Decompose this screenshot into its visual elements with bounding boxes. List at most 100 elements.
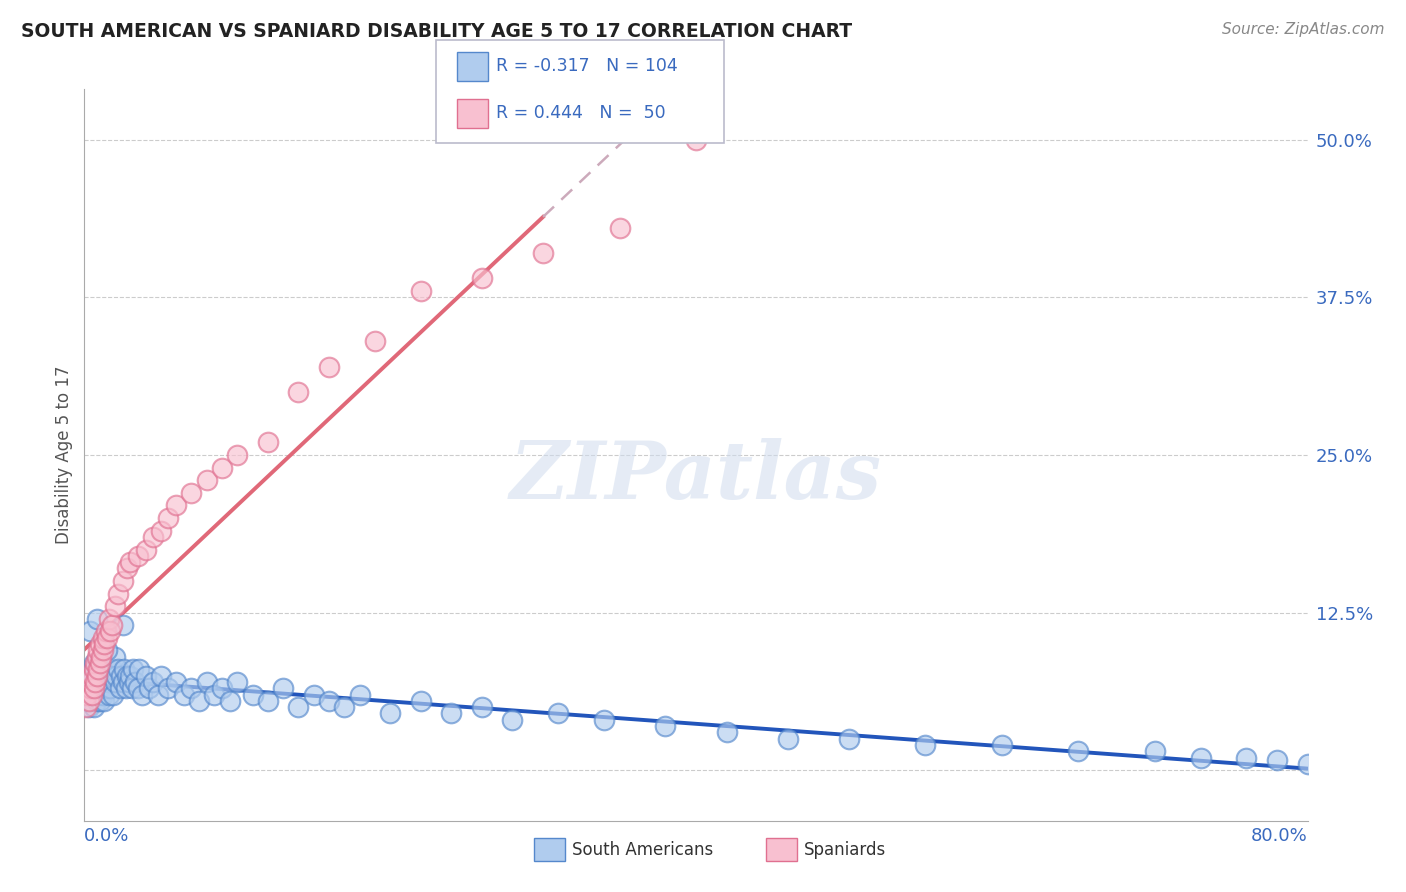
- Point: [364, 334, 387, 349]
- Point: [89, 656, 111, 670]
- Point: [96, 662, 118, 676]
- Y-axis label: Disability Age 5 to 17: Disability Age 5 to 17: [55, 366, 73, 544]
- Point: [318, 694, 340, 708]
- Point: [87, 688, 110, 702]
- Point: [76, 688, 98, 702]
- Point: [226, 674, 249, 689]
- Point: [98, 624, 121, 639]
- Point: [90, 674, 112, 689]
- Point: [547, 706, 569, 721]
- Point: [124, 674, 146, 689]
- Point: [114, 681, 136, 696]
- Point: [112, 662, 135, 676]
- Point: [111, 618, 134, 632]
- Point: [471, 700, 494, 714]
- Point: [79, 668, 101, 682]
- Point: [380, 706, 402, 721]
- Point: [91, 643, 114, 657]
- Point: [86, 612, 108, 626]
- Point: [111, 574, 134, 588]
- Point: [202, 688, 225, 702]
- Point: [90, 649, 112, 664]
- Point: [80, 694, 103, 708]
- Point: [142, 530, 165, 544]
- Point: [89, 637, 111, 651]
- Point: [471, 271, 494, 285]
- Point: [1189, 750, 1212, 764]
- Point: [991, 738, 1014, 752]
- Point: [84, 674, 107, 689]
- Point: [89, 694, 111, 708]
- Point: [195, 674, 218, 689]
- Point: [87, 656, 110, 670]
- Point: [108, 681, 131, 696]
- Point: [107, 587, 129, 601]
- Point: [101, 662, 124, 676]
- Point: [101, 618, 124, 632]
- Point: [333, 700, 356, 714]
- Point: [80, 688, 103, 702]
- Point: [609, 221, 631, 235]
- Point: [87, 662, 110, 676]
- Point: [105, 668, 128, 682]
- Point: [409, 284, 432, 298]
- Point: [84, 681, 107, 696]
- Point: [80, 668, 103, 682]
- Point: [89, 668, 111, 682]
- Point: [173, 688, 195, 702]
- Point: [111, 674, 134, 689]
- Point: [654, 719, 676, 733]
- Point: [287, 384, 309, 399]
- Point: [1236, 750, 1258, 764]
- Point: [318, 359, 340, 374]
- Point: [107, 662, 129, 676]
- Point: [157, 681, 180, 696]
- Point: [149, 668, 172, 682]
- Point: [165, 674, 187, 689]
- Point: [97, 612, 120, 626]
- Point: [87, 681, 110, 696]
- Point: [91, 688, 114, 702]
- Point: [593, 713, 616, 727]
- Point: [94, 681, 117, 696]
- Point: [138, 681, 160, 696]
- Point: [79, 681, 101, 696]
- Point: [188, 694, 211, 708]
- Point: [93, 694, 115, 708]
- Point: [87, 643, 110, 657]
- Point: [86, 674, 108, 689]
- Point: [104, 599, 127, 614]
- Point: [838, 731, 860, 746]
- Text: 80.0%: 80.0%: [1251, 827, 1308, 845]
- Point: [97, 674, 120, 689]
- Point: [91, 631, 114, 645]
- Point: [75, 700, 97, 714]
- Point: [110, 668, 132, 682]
- Point: [84, 688, 107, 702]
- Point: [226, 448, 249, 462]
- Point: [1067, 744, 1090, 758]
- Point: [79, 624, 101, 639]
- Point: [93, 637, 115, 651]
- Point: [94, 674, 117, 689]
- Point: [195, 473, 218, 487]
- Point: [91, 668, 114, 682]
- Point: [127, 681, 149, 696]
- Point: [84, 668, 107, 682]
- Text: Source: ZipAtlas.com: Source: ZipAtlas.com: [1222, 22, 1385, 37]
- Point: [440, 706, 463, 721]
- Text: South Americans: South Americans: [572, 841, 713, 859]
- Point: [115, 561, 138, 575]
- Point: [104, 649, 127, 664]
- Point: [79, 674, 101, 689]
- Point: [142, 674, 165, 689]
- Text: SOUTH AMERICAN VS SPANIARD DISABILITY AGE 5 TO 17 CORRELATION CHART: SOUTH AMERICAN VS SPANIARD DISABILITY AG…: [21, 22, 852, 41]
- Point: [103, 688, 125, 702]
- Point: [96, 668, 118, 682]
- Point: [86, 694, 108, 708]
- Point: [121, 681, 143, 696]
- Text: Spaniards: Spaniards: [804, 841, 886, 859]
- Point: [83, 681, 105, 696]
- Point: [75, 688, 97, 702]
- Point: [242, 688, 264, 702]
